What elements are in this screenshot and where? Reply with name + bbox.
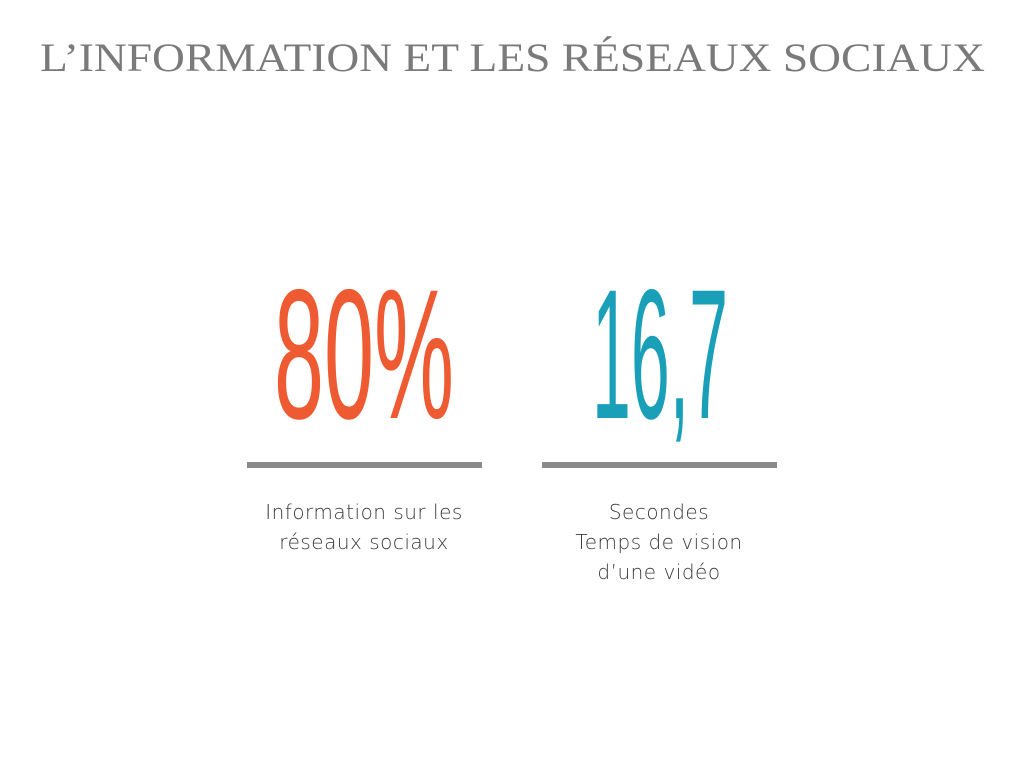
stat-label-seconds: Secondes Temps de vision d’une vidéo (509, 497, 809, 587)
label-line: Temps de vision (575, 530, 743, 554)
label-line: d’une vidéo (597, 560, 721, 584)
label-line: Secondes (608, 500, 710, 524)
stat-value-percent: 80% (274, 252, 454, 458)
divider-left (247, 462, 482, 468)
divider-right (542, 462, 777, 468)
label-line: réseaux sociaux (279, 530, 449, 554)
label-line: Information sur les (265, 500, 463, 524)
stat-label-percent: Information sur les réseaux sociaux (214, 497, 514, 557)
stat-value-seconds: 16,7 (592, 252, 728, 458)
slide-title: L’INFORMATION ET LES RÉSEAUX SOCIAUX (40, 35, 985, 80)
